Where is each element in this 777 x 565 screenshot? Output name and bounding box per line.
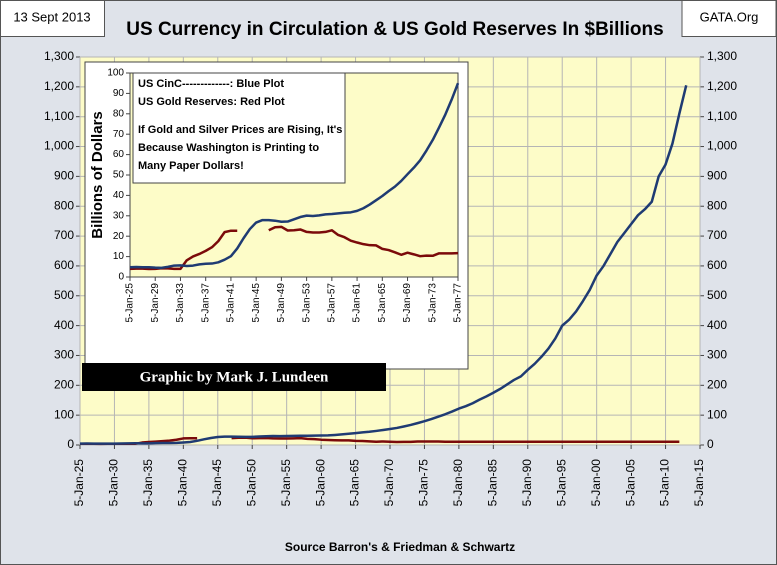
y-tick-label: 300 [54,348,74,362]
y-tick-label: 400 [54,318,74,332]
x-tick-label: 5-Jan-50 [244,459,258,507]
y-tick-label: 900 [54,169,74,183]
y-tick-label-right: 0 [707,437,714,451]
x-tick-label: 5-Jan-05 [623,459,637,507]
y-tick-label: 1,100 [44,109,74,123]
x-tick-label: 5-Jan-80 [451,459,465,507]
y-tick-label-right: 1,200 [707,79,737,93]
x-tick-label: 5-Jan-37 [200,283,211,323]
x-tick-label: 5-Jan-00 [589,459,603,507]
source: Source Barron's & Friedman & Schwartz [285,540,515,554]
x-tick-label: 5-Jan-49 [276,283,287,323]
y-tick-label: 20 [113,231,125,242]
y-tick-label: 50 [113,170,125,181]
x-tick-label: 5-Jan-60 [313,459,327,507]
annotation-box [132,72,346,184]
y-tick-label: 200 [54,377,74,391]
date: 13 Sept 2013 [13,9,90,24]
x-tick-label: 5-Jan-73 [427,283,438,323]
y-tick-label: 0 [67,437,74,451]
y-tick-label: 800 [54,198,74,212]
date-box [0,0,105,37]
y-tick-label: 600 [54,258,74,272]
series-line [129,82,460,270]
y-tick-label-right: 1,100 [707,109,737,123]
x-tick-label: 5-Jan-25 [125,283,136,323]
annotation: Many Paper Dollars! [138,160,244,172]
x-tick-label: 5-Jan-15 [692,459,706,507]
y-tick-label: 70 [113,129,125,140]
y-tick-label-right: 700 [707,228,727,242]
credit: Graphic by Mark J. Lundeen [140,369,329,385]
x-tick-label: 5-Jan-61 [352,283,363,323]
y-axis-label: Billions of Dollars [89,111,106,239]
x-tick-label: 5-Jan-29 [150,283,161,323]
x-tick-label: 5-Jan-57 [326,283,337,323]
y-tick-label: 90 [113,88,125,99]
y-tick-label: 1,000 [44,139,74,153]
x-tick-label: 5-Jan-85 [486,459,500,507]
y-tick-label: 0 [118,272,124,283]
x-tick-label: 5-Jan-75 [417,459,431,507]
y-tick-label: 60 [113,149,125,160]
series-line [79,85,688,445]
x-tick-label: 5-Jan-45 [210,459,224,507]
x-tick-label: 5-Jan-30 [107,459,121,507]
y-tick-label-right: 800 [707,198,727,212]
x-tick-label: 5-Jan-25 [72,459,86,507]
y-tick-label-right: 400 [707,318,727,332]
credit-banner [82,363,386,391]
x-tick-label: 5-Jan-55 [279,459,293,507]
x-tick-label: 5-Jan-70 [382,459,396,507]
x-tick-label: 5-Jan-65 [377,283,388,323]
x-tick-label: 5-Jan-33 [175,283,186,323]
y-tick-label-right: 900 [707,169,727,183]
y-tick-label-right: 1,000 [707,139,737,153]
y-tick-label: 10 [113,251,125,262]
y-tick-label-right: 1,300 [707,49,737,63]
x-tick-label: 5-Jan-41 [226,283,237,323]
y-tick-label-right: 300 [707,348,727,362]
y-tick-label: 700 [54,228,74,242]
x-tick-label: 5-Jan-69 [402,283,413,323]
y-tick-label: 1,200 [44,79,74,93]
x-tick-label: 5-Jan-95 [554,459,568,507]
y-tick-label: 80 [113,108,125,119]
y-tick-label: 40 [113,190,125,201]
x-tick-label: 5-Jan-77 [453,283,464,323]
x-tick-label: 5-Jan-10 [658,459,672,507]
inset-plot: 0 10 20 30 40 50 60 70 80 90 100 5-Jan-25 5-Jan-29 5-… [84,61,469,370]
annotation: US CinC-------------: Blue Plot [138,78,284,90]
annotation: US Gold Reserves: Red Plot [138,96,285,108]
y-tick-label: 1,300 [44,49,74,63]
y-tick-label: 100 [107,68,124,79]
chart-title: US Currency in Circulation & US Gold Res… [126,19,663,40]
x-tick-label: 5-Jan-90 [520,459,534,507]
annotation: If Gold and Silver Prices are Rising, It… [138,124,342,136]
x-tick-label: 5-Jan-53 [301,283,312,323]
x-tick-label: 5-Jan-65 [348,459,362,507]
y-tick-label: 500 [54,288,74,302]
y-tick-label-right: 200 [707,377,727,391]
site: GATA.Org [700,9,759,24]
site-box [681,0,777,37]
y-tick-label-right: 100 [707,407,727,421]
y-tick-label: 30 [113,210,125,221]
y-tick-label-right: 500 [707,288,727,302]
x-tick-label: 5-Jan-45 [251,283,262,323]
annotation: Because Washington is Printing to [138,142,319,154]
x-tick-label: 5-Jan-35 [141,459,155,507]
y-tick-label: 100 [54,407,74,421]
x-tick-label: 5-Jan-40 [176,459,190,507]
y-tick-label-right: 600 [707,258,727,272]
